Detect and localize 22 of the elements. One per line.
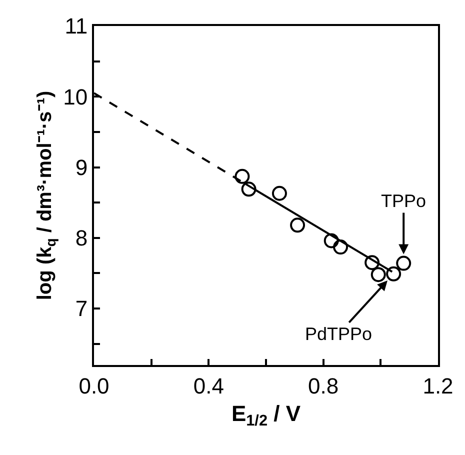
point (370, 267, 386, 282)
point (272, 186, 287, 201)
y-tick-label: 11 (64, 14, 88, 39)
point (241, 182, 256, 197)
point (386, 266, 402, 282)
point (324, 233, 339, 248)
x-tick-label: 0.8 (308, 373, 339, 398)
point (290, 218, 306, 233)
y-tick-label: 9 (75, 154, 88, 180)
annotation: PdTPPo (305, 324, 372, 344)
x-tick-label: 0.0 (78, 373, 110, 398)
point (333, 240, 348, 255)
y-tick-label: 8 (75, 226, 88, 251)
point (364, 255, 380, 270)
point (234, 168, 250, 184)
point (396, 256, 412, 271)
y-tick-label: 10 (63, 84, 88, 110)
annotation: TPPo (381, 191, 426, 211)
x-tick-label: 1.2 (422, 373, 454, 398)
x-tick-label: 0.4 (193, 373, 224, 398)
x-axis-title: E$_{1/2}$ / V (231, 400, 301, 430)
y-tick-label: 7 (75, 296, 88, 322)
